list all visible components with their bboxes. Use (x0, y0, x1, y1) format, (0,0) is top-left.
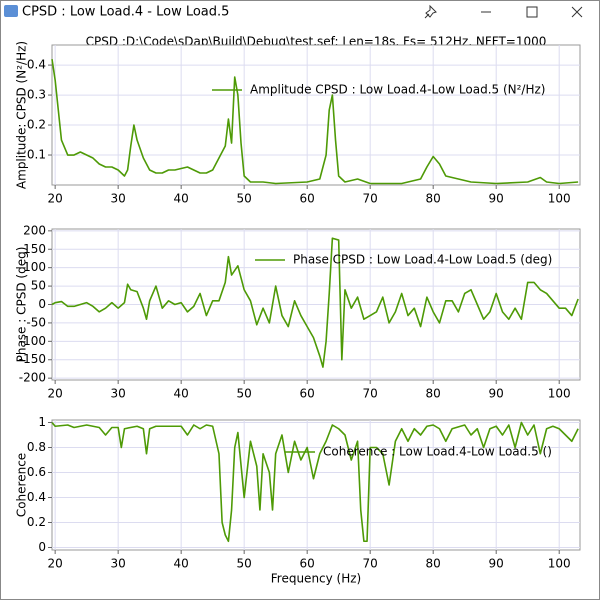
y-tick-label: -200 (19, 371, 46, 385)
x-tick-label: 90 (489, 557, 504, 571)
x-tick-label: 40 (174, 557, 189, 571)
legend-label: Phase CPSD : Low Load.4-Low Load.5 (deg) (293, 253, 552, 267)
x-tick-label: 90 (489, 192, 504, 206)
plot-area (51, 419, 581, 551)
x-tick-label: 30 (111, 557, 126, 571)
x-tick-label: 100 (548, 192, 571, 206)
x-tick-label: 70 (363, 387, 378, 401)
window-title: CPSD : Low Load.4 - Low Load.5 (22, 5, 229, 20)
close-button[interactable] (571, 6, 583, 18)
x-tick-label: 40 (174, 192, 189, 206)
x-tick-label: 50 (237, 192, 252, 206)
y-tick-label: 0 (38, 540, 46, 554)
x-tick-label: 100 (548, 557, 571, 571)
y-tick-label: 1 (38, 415, 46, 429)
x-tick-label: 90 (489, 387, 504, 401)
x-tick-label: 50 (237, 557, 252, 571)
y-tick-label: 0.2 (27, 118, 46, 132)
x-tick-label: 30 (111, 192, 126, 206)
y-tick-label: 50 (31, 279, 46, 293)
chart-panel: 20 30 40 50 60 70 80 90 100 -200 -150 -100 -50 0 50 100… (15, 223, 581, 401)
x-tick-label: 60 (300, 387, 315, 401)
maximize-button[interactable] (526, 6, 538, 18)
y-tick-label: 0.1 (27, 148, 46, 162)
y-tick-label: 0.4 (27, 58, 46, 72)
x-tick-label: 80 (426, 387, 441, 401)
y-axis-label: Coherence (15, 453, 29, 517)
legend-label: Coherence : Low Load.4-Low Load.5 () (323, 445, 552, 459)
chart-panel: 20 30 40 50 60 70 80 90 1000.10.20.30.4Amplitude… (15, 41, 581, 206)
x-tick-label: 60 (300, 557, 315, 571)
y-axis-label: Phase : CPSD (deg) (15, 247, 29, 363)
data-line (51, 58, 579, 185)
y-tick-label: 100 (23, 260, 46, 274)
x-tick-label: 80 (426, 192, 441, 206)
y-tick-label: 150 (23, 242, 46, 256)
data-line (51, 421, 579, 543)
x-tick-label: 70 (363, 557, 378, 571)
data-line (51, 237, 579, 368)
x-tick-label: 30 (111, 387, 126, 401)
y-tick-label: 200 (23, 223, 46, 237)
app-icon (4, 5, 18, 17)
y-tick-label: -100 (19, 334, 46, 348)
y-tick-label: -150 (19, 352, 46, 366)
x-axis-label: Frequency (Hz) (271, 572, 362, 586)
x-tick-label: 70 (363, 192, 378, 206)
y-tick-label: 0 (38, 297, 46, 311)
x-tick-label: 20 (48, 387, 63, 401)
x-tick-label: 80 (426, 557, 441, 571)
x-tick-label: 20 (48, 557, 63, 571)
x-tick-label: 50 (237, 387, 252, 401)
chart-panel: 20 30 40 50 60 70 80 90 100 0 0.2 0.4 0.6 0.8 1 Coheren… (15, 415, 581, 586)
y-tick-label: 0.4 (27, 490, 46, 504)
y-tick-label: 0.3 (27, 88, 46, 102)
legend-label: Amplitude CPSD : Low Load.4-Low Load.5 (… (250, 83, 545, 97)
x-tick-label: 20 (48, 192, 63, 206)
x-tick-label: 40 (174, 387, 189, 401)
y-tick-label: 0.2 (27, 515, 46, 529)
x-tick-label: 100 (548, 387, 571, 401)
y-axis-label: Amplitude: CPSD (N²/Hz) (15, 41, 29, 189)
pin-button[interactable] (424, 4, 437, 19)
plot-area (51, 44, 581, 186)
y-tick-label: 0.6 (27, 465, 46, 479)
y-tick-label: -50 (26, 315, 46, 329)
x-tick-label: 60 (300, 192, 315, 206)
y-tick-label: 0.8 (27, 440, 46, 454)
